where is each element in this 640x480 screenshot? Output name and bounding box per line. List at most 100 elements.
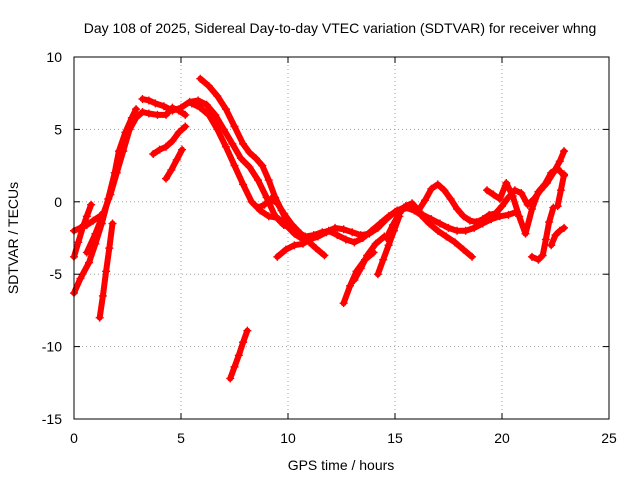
data-point (230, 362, 239, 371)
x-tick-label: 15 (387, 430, 403, 446)
data-point (331, 223, 340, 232)
data-point (84, 258, 93, 267)
data-point (108, 219, 117, 228)
data-point (489, 190, 498, 199)
data-point (82, 212, 91, 221)
data-point (153, 110, 162, 119)
data-point (553, 164, 562, 173)
data-point (461, 226, 470, 235)
series-line (163, 146, 186, 182)
data-point (239, 180, 248, 189)
data-point (472, 218, 481, 227)
data-point (433, 226, 442, 235)
data-point (541, 235, 550, 244)
data-point (555, 157, 564, 166)
data-point (273, 213, 282, 222)
data-point (371, 239, 380, 248)
data-point (483, 186, 492, 195)
data-point (76, 274, 85, 283)
data-point (440, 186, 449, 195)
data-point (87, 200, 96, 209)
data-point (553, 202, 562, 211)
y-tick-label: -10 (42, 339, 62, 355)
data-point (551, 231, 560, 240)
series-track-20 (547, 223, 569, 250)
data-point (478, 215, 487, 224)
data-point (221, 105, 230, 114)
data-point (459, 212, 468, 221)
series-track-13 (149, 122, 190, 159)
data-point (384, 212, 393, 221)
data-point (491, 209, 500, 218)
data-point (95, 313, 104, 322)
data-point (125, 125, 134, 134)
y-tick-label: -5 (50, 266, 63, 282)
data-point (555, 226, 564, 235)
data-point (181, 122, 190, 131)
data-point (144, 109, 153, 118)
y-tick-label: 0 (54, 194, 62, 210)
data-point (290, 241, 299, 250)
data-point (379, 255, 388, 264)
data-point (298, 239, 307, 248)
plot-frame (73, 56, 610, 420)
data-point (453, 226, 462, 235)
data-point (132, 105, 141, 114)
data-point (433, 180, 442, 189)
data-point (470, 223, 479, 232)
data-point (504, 210, 513, 219)
data-point (245, 148, 254, 157)
data-point (264, 176, 273, 185)
data-point (155, 145, 164, 154)
data-point (538, 251, 547, 260)
data-point (498, 202, 506, 211)
data-point (401, 202, 410, 211)
data-point (311, 244, 320, 253)
data-point (459, 245, 468, 254)
data-point (149, 150, 158, 159)
series-track-15 (226, 326, 252, 383)
data-point (82, 248, 91, 257)
data-point (204, 81, 213, 90)
data-point (324, 226, 333, 235)
data-point (307, 234, 316, 242)
data-point (264, 212, 273, 221)
data-point (204, 110, 213, 119)
data-point (239, 139, 248, 148)
data-point (389, 226, 398, 235)
x-tick-label: 25 (601, 430, 617, 446)
data-point (515, 212, 524, 221)
data-point (196, 103, 205, 112)
series-line (548, 224, 568, 249)
data-point (112, 168, 121, 177)
data-point (281, 245, 290, 254)
data-point (495, 194, 504, 203)
data-point (376, 219, 385, 228)
data-point (196, 74, 205, 83)
data-point (527, 205, 536, 214)
data-point (168, 106, 177, 115)
data-point (187, 99, 196, 108)
data-point (444, 223, 453, 232)
data-point (527, 252, 536, 261)
data-point (288, 220, 297, 229)
y-tick-label: 5 (54, 121, 62, 137)
x-tick-label: 10 (280, 430, 296, 446)
data-point (106, 190, 115, 199)
data-point (78, 223, 87, 232)
data-series (70, 74, 569, 383)
x-tick-label: 20 (494, 430, 510, 446)
data-point (279, 209, 288, 218)
data-point (138, 108, 147, 117)
data-point (251, 154, 260, 163)
data-point (517, 189, 526, 198)
data-point (547, 168, 556, 177)
data-point (74, 238, 83, 247)
y-axis-title: SDTVAR / TECUs (5, 182, 21, 294)
data-point (247, 197, 256, 206)
data-point (230, 161, 239, 170)
data-point (556, 186, 565, 195)
data-point (450, 238, 459, 247)
data-point (178, 145, 187, 154)
data-point (339, 299, 348, 308)
